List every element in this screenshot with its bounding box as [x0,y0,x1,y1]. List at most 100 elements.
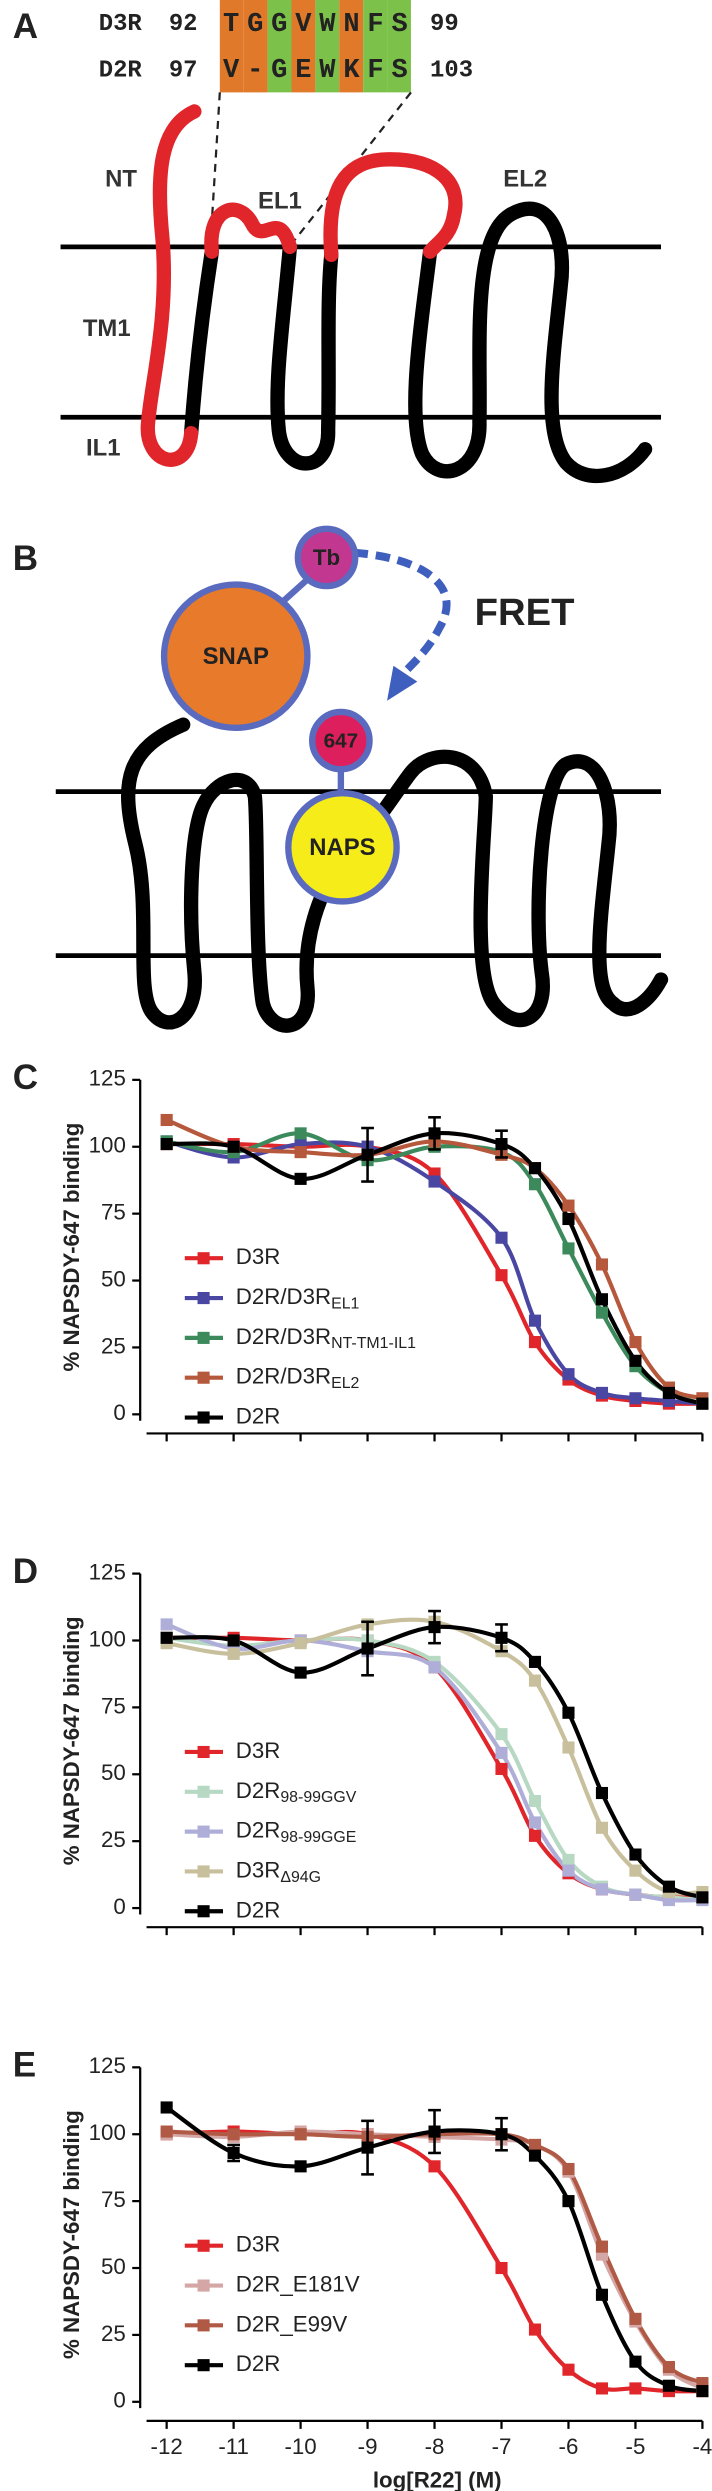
data-point [528,1336,542,1349]
data-point [595,1258,609,1271]
region-label: IL1 [86,434,121,461]
legend-item: D3R [184,1244,280,1269]
data-point [562,1242,575,1255]
data-point [562,1199,575,1212]
legend-marker [197,2279,210,2292]
legend-marker [197,1865,210,1878]
zoom-lines [209,91,412,247]
legend-label: D2R/D3REL2 [236,1364,360,1393]
x-tick-label: -8 [425,2434,445,2459]
y-tick-label: 125 [89,1559,126,1584]
data-point [662,2379,675,2392]
data-point [495,2128,508,2141]
legend-marker [197,2239,210,2252]
data-point [595,1883,609,1896]
y-tick-label: 25 [101,2321,126,2346]
data-point [629,2312,642,2325]
legend-item: D3R [184,1738,280,1763]
y-tick-label: 50 [101,1760,126,1785]
legend-marker [197,1371,210,1384]
data-point [629,1354,642,1367]
data-point [160,2101,173,2114]
legend-label: D2R98-99GGE [236,1818,357,1847]
legend-marker [197,1252,210,1265]
y-tick-label: 125 [89,1066,126,1091]
data-point [495,1728,508,1741]
seq-name: D2R [99,57,143,84]
data-point [495,1231,508,1244]
y-tick-label: 75 [101,1200,126,1225]
tb-donor [294,525,359,590]
data-point [562,1864,575,1877]
data-point [160,1631,173,1644]
data-point [428,1661,441,1674]
alignment-shading [219,0,411,93]
y-tick-label: 25 [101,1333,126,1358]
data-point [227,1140,240,1153]
data-point [629,1848,642,1861]
data-point [595,1821,609,1834]
data-point [629,1888,642,1901]
region-label: EL2 [503,165,547,192]
legend-item: D2R_E99V [184,2311,347,2336]
data-point [428,2125,441,2138]
panel-label: A [13,7,38,46]
legend-item: D2R/D3RNT-TM1-IL1 [184,1324,416,1352]
seq-name: D3R [99,11,143,38]
y-tick-label: 100 [89,1133,126,1158]
region-label: NT [105,165,137,192]
x-tick-label: -4 [693,2434,712,2459]
data-point [595,1306,609,1319]
y-tick-label: 100 [89,1626,126,1651]
data-point [227,2146,240,2160]
naps-ligand [285,789,400,905]
data-point [528,1829,542,1842]
data-point [160,1113,173,1127]
data-point [160,2125,173,2138]
data-point [662,1386,675,1399]
data-point [629,2382,642,2395]
data-point [562,1741,575,1754]
legend-item: D2R [184,2351,280,2376]
data-point [528,1314,542,1327]
data-point [562,1853,575,1866]
data-point [595,1386,609,1399]
chart: 0 25 50 75 100 125 % NAPSDY-647 binding D3R D2R/… [59,1066,709,1442]
data-point [595,1786,609,1800]
x-tick-label: -6 [559,2434,579,2459]
data-point [562,2162,575,2176]
y-tick-label: 0 [113,2388,125,2413]
legend-item: D2R98-99GGE [184,1818,357,1847]
panel-label: B [13,539,38,578]
legend-item: D3R [184,2232,280,2257]
y-tick-label: 25 [101,1827,126,1852]
seq-start: 97 [169,57,198,84]
y-axis-title: % NAPSDY-647 binding [59,2110,84,2359]
data-point [428,1127,441,1140]
receptor-b [121,717,669,1033]
data-point [361,2141,374,2154]
naps-label: NAPS [309,834,375,861]
legend-marker [197,1785,210,1798]
y-tick-label: 125 [89,2053,126,2078]
seq-end: 99 [430,11,459,38]
legend-marker [197,1905,210,1918]
data-point [595,1293,609,1306]
data-point [495,1762,508,1775]
y-axis-title: % NAPSDY-647 binding [59,1123,84,1372]
region-label: EL1 [258,188,302,215]
data-point [696,1891,709,1904]
snap-tag [160,581,311,732]
data-point [160,1618,173,1631]
data-point [227,1647,240,1660]
data-point [528,1674,542,1687]
x-tick-label: -9 [358,2434,378,2459]
receptor-a [140,104,653,484]
legend-marker [197,1331,210,1344]
tb-label: Tb [313,545,340,570]
data-point [294,1637,307,1650]
data-point [629,2355,642,2368]
dye-label: 647 [324,730,359,753]
legend-item: D2R98-99GGV [184,1778,357,1806]
